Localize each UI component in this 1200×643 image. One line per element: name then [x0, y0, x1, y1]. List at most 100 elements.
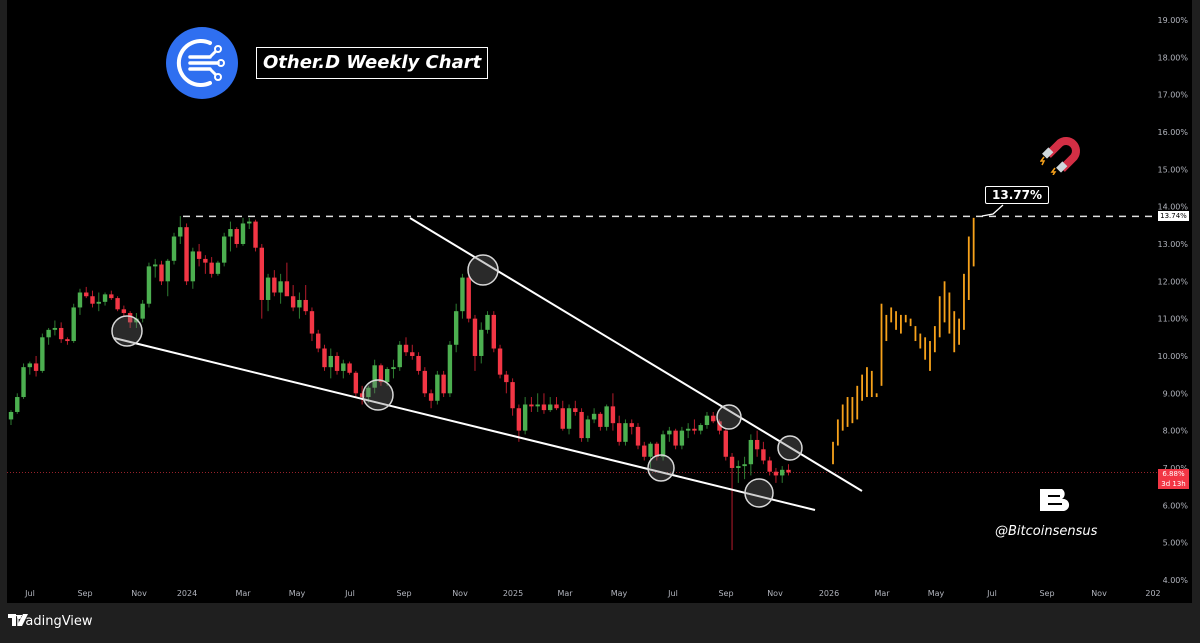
projection-bar [938, 296, 941, 338]
lower-trendline[interactable] [113, 337, 816, 511]
projection-bar [919, 333, 922, 349]
projection-bar [958, 318, 960, 345]
y-tick: 6.00% [1163, 501, 1189, 510]
candle-body [397, 344, 402, 368]
candle-body [40, 337, 45, 371]
candle-body [673, 430, 678, 446]
candle-body [692, 428, 697, 431]
touch-point-circle[interactable] [362, 379, 394, 411]
touch-point-circle[interactable] [467, 254, 499, 286]
target-callout: 13.77% [985, 186, 1049, 204]
chart-canvas[interactable] [7, 0, 1157, 603]
candle-body [786, 469, 791, 473]
y-tick: 8.00% [1163, 427, 1189, 436]
candle-body [316, 333, 321, 349]
candle-body [660, 434, 666, 457]
x-tick: Sep [1039, 589, 1054, 598]
candle-body [410, 352, 415, 356]
candle-body [761, 449, 766, 461]
candle-body [134, 318, 139, 323]
x-tick: May [928, 589, 945, 598]
candle-body [221, 236, 227, 263]
candle-body [698, 425, 703, 431]
x-tick: Sep [718, 589, 733, 598]
candle-body [153, 264, 158, 267]
candle-body [453, 311, 459, 345]
candle-body [234, 229, 239, 244]
touch-point-circle[interactable] [777, 435, 803, 461]
projection-bar [895, 311, 897, 330]
projection-bar [846, 397, 849, 427]
price-axis[interactable] [1157, 0, 1192, 603]
x-tick: Nov [131, 589, 147, 598]
touch-point-circle[interactable] [111, 315, 143, 347]
candle-body [541, 404, 547, 411]
candle-body [648, 443, 653, 457]
touch-point-circle[interactable] [744, 478, 774, 508]
candle-body [460, 277, 465, 312]
candle-body [466, 277, 471, 319]
y-tick: 12.00% [1157, 277, 1188, 286]
candle-body [178, 227, 183, 237]
projection-bar [870, 370, 873, 398]
candle-body [328, 355, 333, 368]
candle-body [272, 277, 277, 293]
candle-body [184, 227, 189, 282]
x-tick: 2026 [819, 589, 839, 598]
x-tick: Jul [986, 589, 997, 598]
candle-body [33, 363, 39, 371]
candle-body [441, 374, 446, 394]
projection-bar [948, 292, 951, 334]
candle-body [623, 423, 628, 442]
candle-body [679, 430, 685, 446]
candle-body [146, 266, 152, 304]
x-tick: Jul [344, 589, 355, 598]
candle-body [253, 221, 258, 248]
touch-point-circle[interactable] [716, 404, 742, 430]
chart-title: Other.D Weekly Chart [256, 47, 489, 79]
candle-body [642, 445, 647, 457]
candle-body [529, 404, 534, 407]
x-tick: Nov [767, 589, 783, 598]
candle-body [635, 426, 641, 446]
candle-body [516, 408, 522, 431]
candle-body [485, 314, 490, 330]
candle-body [422, 370, 428, 394]
resistance-price-label: 13.74% [1158, 211, 1189, 221]
candle-body [21, 367, 26, 398]
candle-body [372, 365, 377, 388]
candle-body [240, 223, 246, 244]
candle-body [46, 329, 51, 338]
x-tick: Mar [557, 589, 573, 598]
x-tick: Jul [24, 589, 35, 598]
candle-body [604, 406, 609, 427]
candle-body [780, 469, 785, 476]
tradingview-label: TradingView [14, 614, 93, 629]
candle-body [15, 397, 20, 412]
projection-bar [832, 441, 834, 465]
candle-body [479, 329, 484, 356]
tradingview-brand[interactable]: TradingView [8, 614, 93, 629]
y-tick: 11.00% [1157, 315, 1188, 324]
candle-body [290, 296, 296, 308]
candle-body [165, 260, 170, 282]
projection-bar [841, 404, 844, 431]
projection-bar [953, 311, 956, 353]
touch-point-circle[interactable] [647, 454, 675, 482]
projection-bar [880, 303, 883, 386]
projection-bar [914, 326, 917, 342]
upper-trendline[interactable] [409, 217, 863, 492]
candle-body [616, 423, 622, 442]
candle-body [334, 355, 340, 371]
candle-body [591, 413, 597, 420]
projection-bar [875, 393, 878, 398]
projection-bar [890, 307, 893, 323]
candle-body [159, 264, 164, 282]
candle-body [341, 363, 346, 371]
y-tick: 7.00% [1163, 464, 1189, 473]
candle-body [385, 369, 390, 383]
candle-body [259, 247, 264, 300]
candle-body [447, 344, 453, 394]
projection-bar [967, 236, 970, 300]
